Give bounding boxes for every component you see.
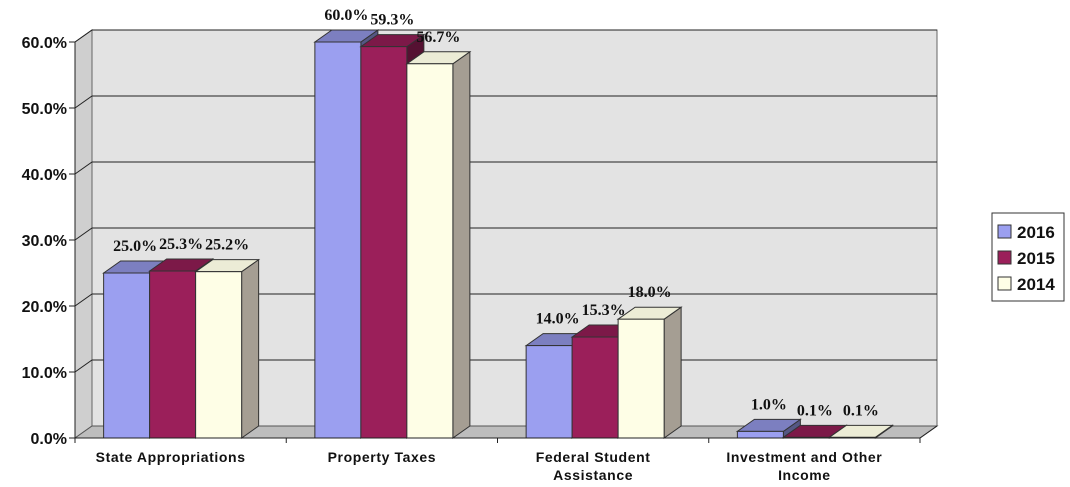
data-label: 1.0% — [751, 396, 787, 413]
bar-front — [149, 270, 197, 439]
data-label: 14.0% — [536, 311, 580, 328]
legend-label: 2015 — [1017, 249, 1055, 268]
gridline — [74, 29, 937, 43]
data-label: 15.3% — [582, 302, 626, 319]
x-axis-edge — [919, 425, 938, 439]
bar-front — [103, 272, 151, 439]
data-label: 18.0% — [628, 284, 672, 301]
gridline — [74, 227, 937, 241]
data-label: 0.1% — [843, 402, 879, 419]
gridline — [74, 161, 937, 175]
bar-front — [736, 430, 784, 439]
data-label: 56.7% — [416, 29, 460, 46]
y-tick-label: 30.0% — [22, 233, 67, 250]
bar-front — [406, 63, 454, 439]
x-axis: State Appropriations Property Taxes Federa… — [74, 425, 938, 483]
bar-front — [571, 336, 619, 439]
x-category-label: Property Taxes — [328, 449, 437, 465]
gridline — [74, 95, 937, 109]
legend: 2016 2015 2014 — [991, 212, 1065, 302]
gridline — [74, 293, 937, 307]
y-axis: 0.0% 10.0% 20.0% 30.0% 40.0% 50.0% 60.0% — [22, 35, 76, 448]
bars — [102, 29, 894, 439]
data-label: 60.0% — [324, 7, 368, 24]
x-category-label: Income — [778, 467, 831, 483]
y-tick-label: 20.0% — [22, 299, 67, 316]
gridlines — [74, 29, 937, 373]
bar-2014-2 — [616, 306, 683, 439]
bar-2016-3 — [735, 418, 802, 439]
legend-swatch — [997, 250, 1012, 265]
data-label: 0.1% — [797, 402, 833, 419]
bar-side — [241, 258, 260, 439]
y-tick-label: 10.0% — [22, 365, 67, 382]
y-tick-label: 40.0% — [22, 167, 67, 184]
data-label: 25.0% — [113, 238, 157, 255]
legend-swatch — [997, 276, 1012, 291]
legend-swatch — [997, 224, 1012, 239]
legend-label: 2016 — [1017, 223, 1055, 242]
data-label: 59.3% — [370, 12, 414, 29]
legend-label: 2014 — [1017, 275, 1055, 294]
bar-front — [525, 345, 573, 439]
bar-side — [452, 50, 471, 439]
x-category-label: Investment and Other — [726, 449, 882, 465]
x-category-label: Assistance — [553, 467, 633, 483]
bar-front — [314, 41, 362, 439]
x-category-label: State Appropriations — [96, 449, 246, 465]
bar-front — [617, 318, 665, 439]
data-label: 25.2% — [205, 237, 249, 254]
bar-front — [360, 46, 408, 439]
data-label: 25.3% — [159, 236, 203, 253]
x-category-label: Federal Student — [536, 449, 651, 465]
data-labels: 25.0% 25.3% 25.2% 60.0% 59.3%56.7% 14.0%15.3%… — [113, 7, 879, 419]
bar-2014-0 — [194, 258, 261, 439]
y-tick-label: 0.0% — [31, 431, 67, 448]
bar-front — [195, 271, 243, 439]
bar-side — [663, 306, 682, 439]
y-tick-label: 50.0% — [22, 101, 67, 118]
y-tick-label: 60.0% — [22, 35, 67, 52]
bar-2014-1 — [405, 50, 472, 439]
